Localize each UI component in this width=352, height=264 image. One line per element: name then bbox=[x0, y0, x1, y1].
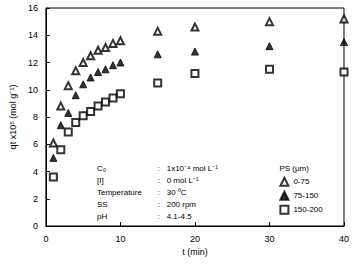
svg-text:6: 6 bbox=[33, 139, 38, 149]
svg-text:: 1x10⁻⁴ mol L⁻¹: : 1x10⁻⁴ mol L⁻¹ bbox=[158, 164, 218, 173]
svg-text:30: 30 bbox=[264, 234, 274, 244]
svg-text:: 200 rpm: : 200 rpm bbox=[158, 200, 197, 209]
svg-text:: 4.1-4.5: : 4.1-4.5 bbox=[158, 212, 192, 221]
svg-text:SS: SS bbox=[97, 200, 108, 209]
svg-text:10: 10 bbox=[28, 85, 38, 95]
svg-text:C₀: C₀ bbox=[97, 164, 106, 173]
svg-text:0-75: 0-75 bbox=[293, 177, 310, 186]
svg-text:2: 2 bbox=[33, 194, 38, 204]
svg-text:Temperature: Temperature bbox=[97, 188, 142, 197]
svg-text:pH: pH bbox=[97, 212, 107, 221]
svg-text:4: 4 bbox=[33, 167, 38, 177]
svg-text:PS (μm): PS (μm) bbox=[279, 164, 309, 173]
svg-text:40: 40 bbox=[339, 234, 349, 244]
svg-text:: 30 ⁰C: : 30 ⁰C bbox=[158, 188, 187, 197]
svg-text:14: 14 bbox=[28, 30, 38, 40]
svg-text:16: 16 bbox=[28, 3, 38, 13]
svg-text:150-200: 150-200 bbox=[293, 205, 323, 214]
svg-text:75-150: 75-150 bbox=[293, 191, 318, 200]
svg-text:8: 8 bbox=[33, 112, 38, 122]
svg-text:0: 0 bbox=[33, 221, 38, 231]
svg-text:t (min): t (min) bbox=[182, 247, 208, 257]
svg-text:[I]: [I] bbox=[97, 176, 104, 185]
svg-text:0: 0 bbox=[43, 234, 48, 244]
svg-text:: 0 mol L⁻¹: : 0 mol L⁻¹ bbox=[158, 176, 199, 185]
svg-text:20: 20 bbox=[190, 234, 200, 244]
svg-text:10: 10 bbox=[115, 234, 125, 244]
svg-text:qt x10⁵ (mol g⁻¹): qt x10⁵ (mol g⁻¹) bbox=[8, 85, 18, 150]
svg-text:12: 12 bbox=[28, 58, 38, 68]
